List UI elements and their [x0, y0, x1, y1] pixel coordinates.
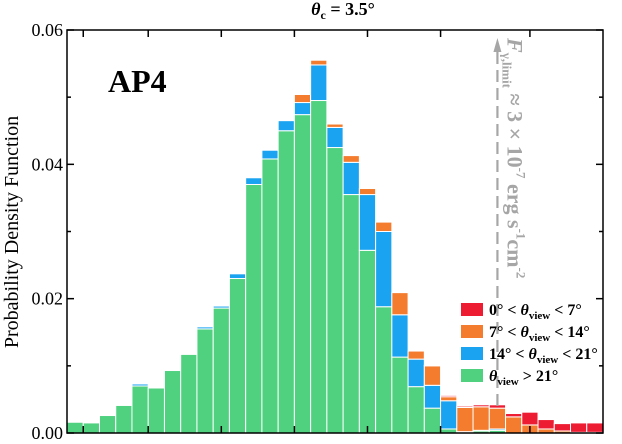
bar-segment	[66, 421, 84, 434]
bar-segment	[505, 416, 523, 434]
bar-segment	[456, 406, 474, 433]
bar-segment	[131, 385, 149, 434]
bar-segment	[440, 400, 458, 430]
bar-segment	[98, 415, 117, 434]
bar-segment	[423, 365, 442, 386]
bar-segment	[391, 356, 409, 434]
bar-segment	[228, 273, 247, 280]
bar-segment	[82, 422, 100, 434]
bar-segment	[423, 384, 442, 409]
bar-segment	[342, 155, 360, 163]
legend-label-gt21: θview > 21°	[489, 368, 558, 388]
bar-segment	[391, 314, 409, 358]
bar-segment	[521, 411, 539, 426]
bar-segment	[147, 387, 165, 434]
bar-segment	[375, 221, 393, 232]
bar-segment	[423, 364, 442, 367]
bar-segment	[423, 407, 442, 434]
bar-segment	[277, 130, 295, 434]
bar-segment	[293, 93, 312, 95]
chart-title: θc = 3.5°	[311, 0, 375, 22]
bar-segment	[326, 147, 344, 434]
bar-segment	[212, 305, 230, 309]
bar-segment	[342, 194, 360, 434]
legend-swatch-0-7	[461, 303, 483, 316]
y-tick-label: 0.02	[32, 289, 64, 309]
legend-label-14-21: 14° < θview < 21°	[489, 346, 598, 366]
legend-swatch-7-14	[461, 325, 483, 338]
bar-segment	[326, 126, 344, 149]
bar-segment	[261, 158, 279, 434]
bar-segment	[310, 59, 328, 66]
bar-segment	[537, 419, 555, 430]
bar-segment	[407, 386, 425, 434]
bar-segment	[391, 292, 409, 316]
legend-swatch-14-21	[461, 347, 483, 360]
y-tick-label: 0.04	[32, 154, 64, 174]
bar-segment	[277, 120, 295, 132]
bar-segment	[472, 406, 490, 431]
bar-segment	[586, 422, 604, 433]
bar-segment	[488, 407, 507, 430]
y-tick-labels: 0.00 0.02 0.04 0.06	[32, 20, 64, 443]
bar-segment	[310, 100, 328, 434]
legend-label-0-7: 0° < θview < 7°	[489, 302, 582, 322]
bar-segment	[342, 161, 360, 196]
bar-segment	[472, 404, 490, 408]
bar-segment	[326, 123, 344, 128]
legend: 0° < θview < 7° 7° < θview < 14° 14° < θ…	[461, 302, 598, 388]
legend-label-7-14: 7° < θview < 14°	[489, 324, 590, 344]
bar-segment	[407, 350, 425, 360]
bar-segment	[293, 114, 312, 434]
bar-segment	[358, 194, 377, 251]
bar-segment	[505, 413, 523, 418]
bar-segment	[375, 231, 393, 308]
bar-segment	[358, 188, 377, 196]
flux-limit-arrow	[493, 38, 502, 52]
bar-segment	[440, 396, 458, 402]
bar-segment	[375, 306, 393, 434]
legend-swatch-gt21	[461, 369, 483, 382]
bar-segment	[358, 249, 377, 434]
bar-segment	[456, 405, 474, 408]
bar-segment	[245, 183, 263, 434]
bar-segment	[310, 64, 328, 102]
bar-segment	[163, 370, 182, 434]
bar-segment	[293, 102, 312, 116]
y-axis-label: Probability Density Function	[1, 116, 23, 348]
bar-segment	[180, 353, 198, 434]
bar-segment	[245, 177, 263, 185]
bar-segment	[293, 93, 312, 104]
bar-segment	[115, 404, 133, 434]
bar-segment	[196, 326, 214, 330]
bar-segment	[407, 358, 425, 388]
bar-segment	[228, 278, 247, 434]
bar-segment	[131, 383, 149, 387]
panel-label: AP4	[108, 63, 167, 99]
bar-segment	[212, 307, 230, 434]
bar-segment	[196, 328, 214, 434]
flux-limit-label: Fγ,limit ≈ 3 × 10-7 erg s-1cm-2	[499, 37, 528, 278]
axis-ticks	[67, 29, 603, 434]
bar-segment	[553, 423, 572, 432]
y-tick-label: 0.00	[32, 423, 64, 443]
y-tick-label: 0.06	[32, 20, 64, 40]
bar-segment	[440, 394, 458, 398]
bar-segment	[570, 422, 588, 433]
bar-segment	[261, 149, 279, 160]
bars-group	[66, 59, 604, 434]
